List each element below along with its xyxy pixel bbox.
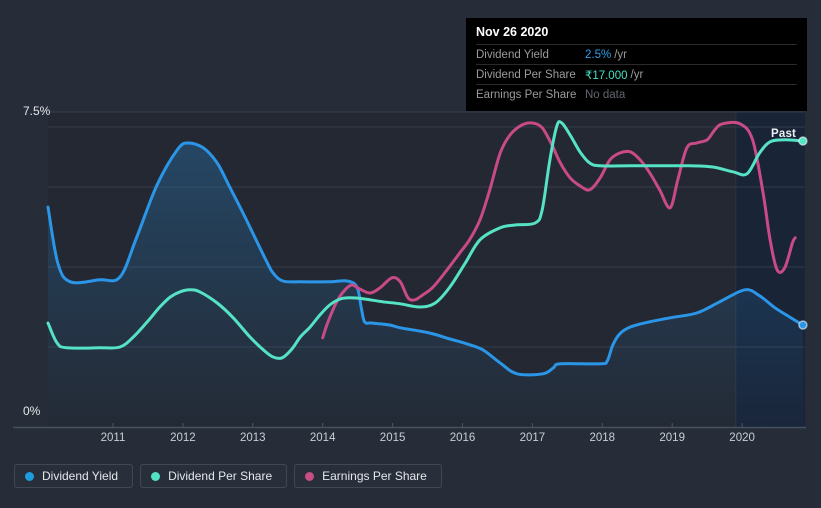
x-axis-label-2014: 2014 [309,432,336,444]
tooltip-rows: Dividend Yield 2.5%/yr Dividend Per Share ₹… [476,44,797,104]
tooltip-date: Nov 26 2020 [476,25,549,39]
x-axis-label-2011: 2011 [100,432,126,444]
tooltip-value: ₹17.000 [585,69,628,82]
chart-canvas[interactable] [0,0,821,455]
past-region-label: Past [771,128,797,140]
tooltip-value: No data [585,88,626,101]
legend-item-label: Dividend Per Share [168,469,273,483]
y-axis-label-max: 7.5% [23,104,51,118]
dividend-yield-line[interactable] [46,141,805,377]
x-axis-label-2016: 2016 [449,432,476,444]
x-axis-label-2019: 2019 [659,432,685,444]
legend-item-label: Earnings Per Share [322,469,427,483]
x-axis-label-2020: 2020 [729,432,755,444]
legend-item-label: Dividend Yield [42,469,119,483]
tooltip-row-dividend-per-share: Dividend Per Share ₹17.000/yr [476,64,797,84]
legend-dot-icon [305,471,315,481]
dividend-per-share-line[interactable] [46,120,805,360]
tooltip-label: Earnings Per Share [476,88,577,101]
chart-legend: Dividend Yield Dividend Per Share Earnings… [14,464,442,488]
x-axis-label-2015: 2015 [379,432,406,444]
chart-tooltip: Nov 26 2020 Dividend Yield 2.5%/yr Dividen… [466,18,807,111]
tooltip-row-dividend-yield: Dividend Yield 2.5%/yr [476,44,797,64]
tooltip-label: Dividend Yield [476,48,549,61]
tooltip-value-unit: /yr [614,48,627,61]
tooltip-row-earnings-per-share: Earnings Per Share No data [476,84,797,104]
tooltip-label: Dividend Per Share [476,68,576,81]
x-axis: 2011 2012 2013 2014 2015 2016 2017 2018 2019 2020 [0,432,821,448]
x-axis-label-2017: 2017 [519,432,546,444]
dividend-per-share-end-dot [798,136,808,146]
dividend-yield-area [48,142,803,427]
tooltip-value: 2.5% [585,48,612,61]
tooltip-value-unit: /yr [630,68,644,81]
legend-item-dividend-yield[interactable]: Dividend Yield [14,464,134,488]
legend-item-dividend-per-share[interactable]: Dividend Per Share [140,464,288,488]
legend-item-earnings-per-share[interactable]: Earnings Per Share [294,464,442,488]
legend-dot-icon [151,471,161,481]
earnings-per-share-line[interactable] [321,120,797,340]
x-axis-label-2018: 2018 [589,432,616,444]
dividend-yield-end-dot [798,320,808,330]
y-axis-label-min: 0% [23,404,41,418]
x-axis-label-2012: 2012 [170,432,196,444]
legend-dot-icon [25,471,34,481]
x-axis-label-2013: 2013 [240,432,266,444]
